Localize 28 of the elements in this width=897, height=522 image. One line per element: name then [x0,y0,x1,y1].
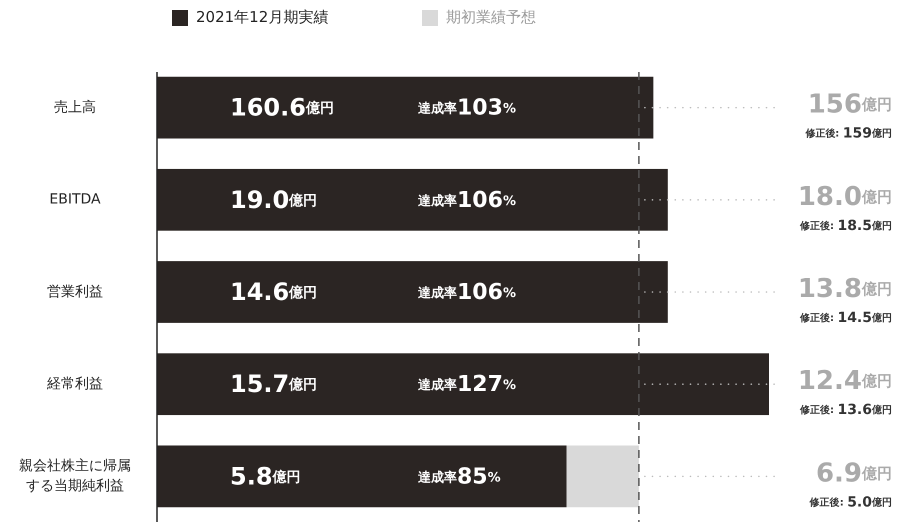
annotation: 15.7億円 [230,370,318,398]
text: 修正後: 18.5億円 [798,218,892,234]
y-tick-label: EBITDA [49,192,102,208]
data-label: 達成率127% [417,372,516,398]
text: 13.8億円 [798,274,892,304]
text: 修正後: 5.0億円 [808,494,892,510]
text: 12.4億円 [798,366,892,396]
y-tick-label: 営業利益 [47,284,103,300]
bar [566,445,639,508]
y-tick-label: 親会社株主に帰属する当期純利益 [19,458,131,494]
legend-label: 2021年12月期実績 [196,8,328,26]
annotation: 14.6億円 [230,278,318,306]
data-label: 達成率103% [417,96,516,121]
data-label: 達成率106% [417,188,516,213]
legend-label: 期初業績予想 [446,8,536,26]
y-tick-label: 売上高 [54,99,96,116]
text: 156億円 [808,90,892,120]
text: 18.0億円 [798,182,892,212]
data-label: 達成率106% [417,280,516,306]
y-tick-label: 経常利益 [46,376,103,392]
annotation: 160.6億円 [230,93,334,122]
data-label: 達成率85% [417,464,501,490]
text: 修正後: 14.5億円 [798,310,892,326]
text: 修正後: 13.6億円 [798,402,892,418]
annotation: 5.8億円 [230,462,301,490]
text: 修正後: 159億円 [804,125,892,142]
text: 6.9億円 [816,458,892,488]
annotation: 19.0億円 [230,185,318,214]
